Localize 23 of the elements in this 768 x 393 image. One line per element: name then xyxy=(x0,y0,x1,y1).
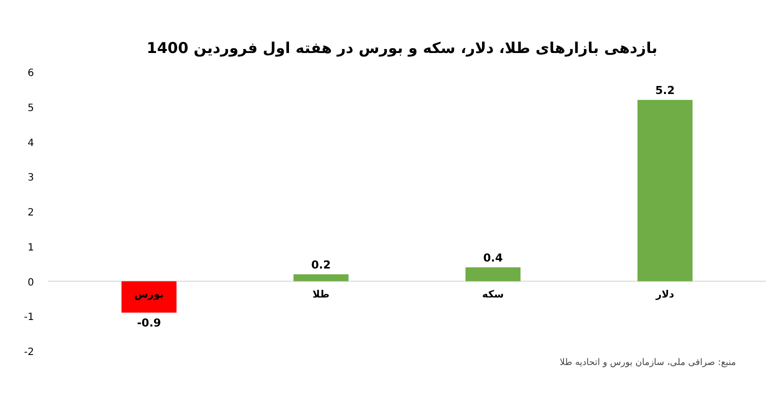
y-tick-label: -2 xyxy=(24,347,34,358)
data-label: -0.9 xyxy=(136,316,162,330)
x-tick-label: بورس xyxy=(134,289,164,300)
bar xyxy=(637,100,693,282)
x-tick-label: دلار xyxy=(654,289,674,300)
bar xyxy=(121,281,177,313)
y-tick-label: 6 xyxy=(28,68,34,79)
y-tick-label: 2 xyxy=(28,208,34,218)
y-tick-label: 0 xyxy=(28,277,34,288)
y-tick-label: 3 xyxy=(28,172,34,184)
y-tick-label: 5 xyxy=(28,102,34,114)
x-tick-label: طلا xyxy=(312,289,330,300)
y-tick-label: 4 xyxy=(28,138,34,149)
y-tick-label: -1 xyxy=(24,312,34,324)
x-tick-label: سکه xyxy=(482,289,504,300)
y-tick-label: 1 xyxy=(28,242,34,254)
bar xyxy=(465,267,521,282)
chart-title: بازدهی بازارهای طلا، دلار، سکه و بورس در هفته اول فروردین 1400 xyxy=(146,39,658,57)
data-label: 0.4 xyxy=(483,251,504,264)
bar xyxy=(293,274,349,282)
data-label: 0.2 xyxy=(311,258,331,272)
data-label: 5.2 xyxy=(655,84,675,97)
text: منبع: صرافی ملی، سازمان بورس و اتحادیه طلا xyxy=(560,358,736,368)
